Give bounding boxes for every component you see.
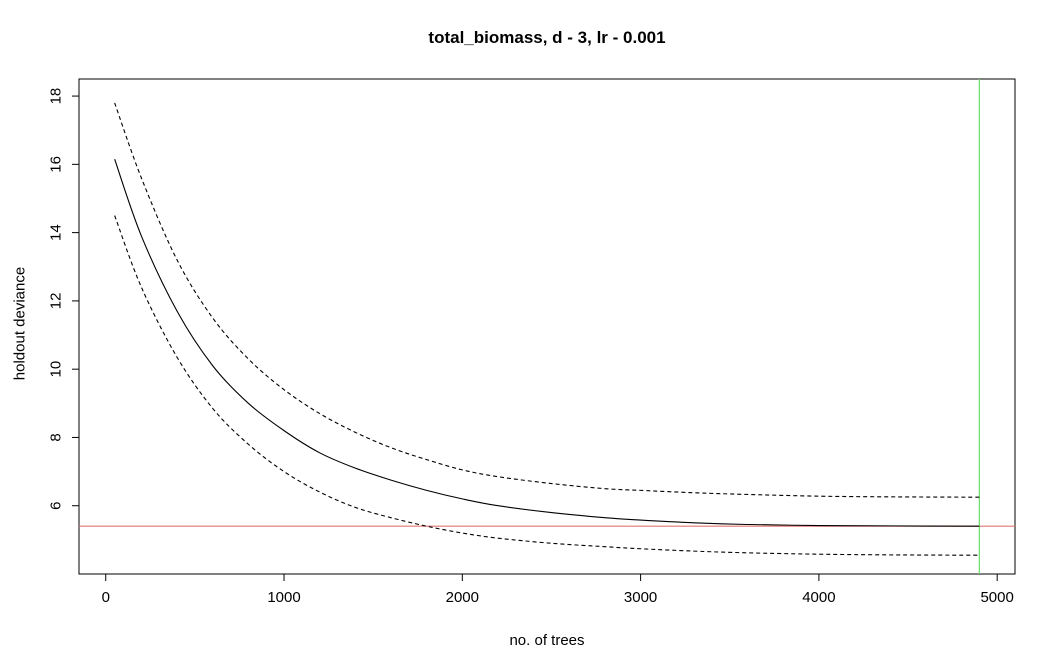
y-tick-label: 12 [48, 293, 65, 310]
y-tick-label: 6 [48, 502, 65, 510]
x-tick-label: 0 [102, 589, 110, 606]
y-tick-label: 16 [48, 156, 65, 173]
y-tick-label: 10 [48, 361, 65, 378]
series-line-mean [114, 159, 980, 527]
series-line-lower [114, 215, 980, 556]
x-tick-label: 5000 [980, 589, 1013, 606]
y-tick-label: 18 [48, 88, 65, 105]
y-tick-label: 14 [48, 224, 65, 241]
x-axis: 0 1000 2000 3000 4000 5000 [102, 573, 1014, 606]
chart-title: total_biomass, d - 3, lr - 0.001 [428, 28, 666, 47]
series-lines [114, 102, 980, 556]
x-tick-label: 3000 [624, 589, 657, 606]
y-tick-label: 8 [48, 433, 65, 441]
y-axis: 6 8 10 12 14 16 18 [48, 88, 80, 510]
x-tick-label: 1000 [267, 589, 300, 606]
x-tick-label: 4000 [802, 589, 835, 606]
x-tick-label: 2000 [446, 589, 479, 606]
series-line-upper [114, 102, 980, 498]
x-axis-label: no. of trees [509, 632, 585, 649]
